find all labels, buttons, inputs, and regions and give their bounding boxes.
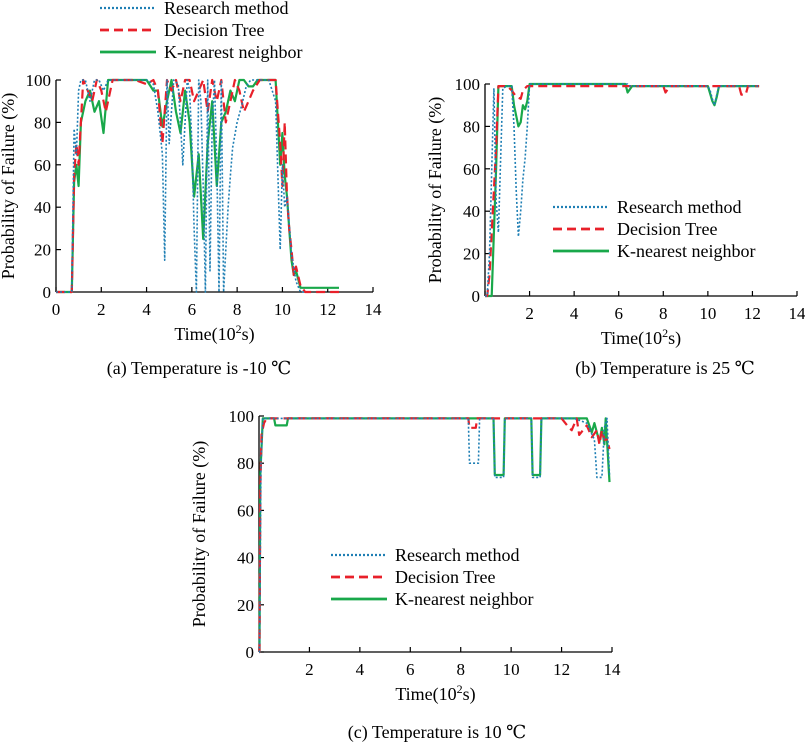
x-tick-label: 2 [525,304,534,323]
series-line-research-method [485,83,760,297]
x-tick-label: 4 [142,300,151,319]
x-tick-label: 8 [456,660,465,679]
legend-label: Research method [617,197,741,217]
x-tick-label: 6 [406,660,415,679]
x-tick-label: 8 [233,300,242,319]
y-tick-label: 80 [34,113,51,132]
y-tick-label: 40 [463,202,480,221]
x-tick-label: 10 [503,660,520,679]
x-tick-label: 2 [305,660,314,679]
x-tick-label: 0 [52,300,61,319]
x-tick-label: 10 [274,300,291,319]
y-axis-label: Probability of Failure (%) [0,93,19,279]
series-line-k-nearest-neighbor [258,417,611,654]
y-tick-label: 80 [237,454,254,473]
legend-label: Decision Tree [164,20,265,40]
y-tick-label: 80 [463,117,480,136]
legend-label: Research method [164,0,288,18]
y-tick-label: 100 [455,75,481,94]
legend-label: Decision Tree [395,567,496,587]
y-tick-label: 40 [237,549,254,568]
y-tick-label: 20 [34,241,51,260]
y-tick-label: 100 [229,407,255,426]
x-tick-label: 8 [659,304,668,323]
series-line-k-nearest-neighbor [56,78,339,294]
x-tick-label: 14 [365,300,383,319]
y-tick-label: 40 [34,198,51,217]
series-line-decision-tree [258,417,611,654]
x-tick-label: 6 [614,304,623,323]
legend-label: K-nearest neighbor [617,241,755,261]
y-tick-label: 0 [43,283,52,302]
y-tick-label: 60 [463,160,480,179]
panel-caption: (b) Temperature is 25 ℃ [575,358,755,379]
series-line-k-nearest-neighbor [485,82,760,298]
x-tick-label: 4 [356,660,365,679]
y-tick-label: 20 [463,245,480,264]
legend-label: K-nearest neighbor [395,589,533,609]
panel-caption: (c) Temperature is 10 ℃ [348,722,526,743]
series-line-research-method [56,79,306,293]
y-axis-label: Probability of Failure (%) [425,97,446,283]
x-tick-label: 10 [699,304,716,323]
y-tick-label: 20 [237,596,254,615]
series-line-research-method [258,417,611,653]
panel-a: 0 20 40 60 80 100 0 2 4 6 8 10 12 14 Time(102s) Probabi… [0,0,382,379]
x-tick-label: 12 [744,304,761,323]
y-tick-label: 60 [237,501,254,520]
y-tick-label: 60 [34,156,51,175]
panel-caption: (a) Temperature is -10 ℃ [107,358,291,379]
x-axis-label: Time(102s) [601,326,681,349]
x-tick-label: 12 [553,660,570,679]
panel-b: 0 20 40 60 80 100 2 4 6 8 10 12 14 Time(102s) Probabil… [425,75,805,379]
x-tick-label: 14 [604,660,622,679]
x-tick-label: 12 [319,300,336,319]
legend-label: Decision Tree [617,219,718,239]
series-line-decision-tree [485,84,760,298]
x-tick-label: 2 [97,300,106,319]
x-axis-label: Time(102s) [174,322,254,345]
y-tick-label: 0 [246,643,255,662]
legend-label: Research method [395,545,519,565]
y-axis-label: Probability of Failure (%) [189,441,210,627]
y-tick-label: 100 [26,71,52,90]
x-axis-label: Time(102s) [395,682,475,705]
legend-label: K-nearest neighbor [164,42,302,62]
series-line-decision-tree [56,78,339,294]
x-tick-label: 4 [570,304,579,323]
x-tick-label: 14 [789,304,805,323]
y-tick-label: 0 [472,287,481,306]
x-tick-label: 6 [188,300,197,319]
panel-c: 0 20 40 60 80 100 2 4 6 8 10 12 14 Time(102s) Probabil… [189,407,621,743]
